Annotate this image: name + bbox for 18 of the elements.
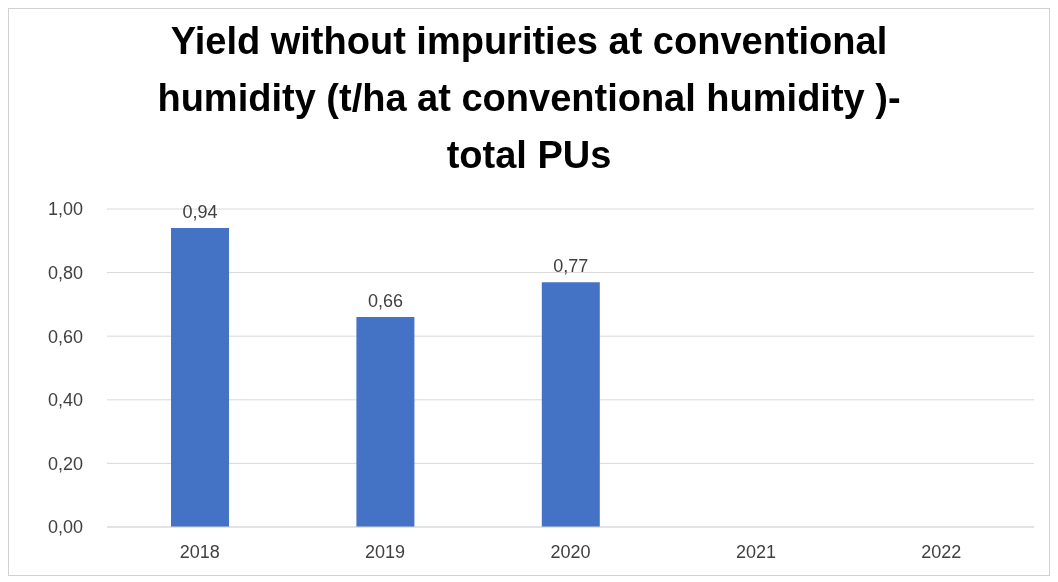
y-tick-label: 0,60 [47, 326, 83, 347]
y-tick-label: 0,00 [47, 517, 83, 538]
data-label: 0,77 [553, 256, 589, 277]
x-tick-label: 2019 [365, 541, 406, 562]
y-tick-label: 0,20 [47, 453, 83, 474]
chart-title: Yield without impurities at conventional humidity (t/ha at conventional humidity )- total PUs [156, 19, 902, 178]
data-label: 0,94 [182, 202, 218, 223]
bar [541, 282, 600, 527]
bar [171, 228, 229, 527]
y-tick-label: 0,40 [47, 390, 83, 411]
x-tick-label: 2018 [179, 541, 220, 562]
y-tick-label: 0,80 [47, 262, 83, 283]
bar [356, 317, 415, 527]
x-tick-label: 2020 [550, 541, 591, 562]
y-tick-label: 1,00 [47, 199, 83, 220]
data-label: 0,66 [367, 291, 403, 312]
x-tick-label: 2022 [921, 541, 962, 562]
x-tick-label: 2021 [735, 541, 776, 562]
